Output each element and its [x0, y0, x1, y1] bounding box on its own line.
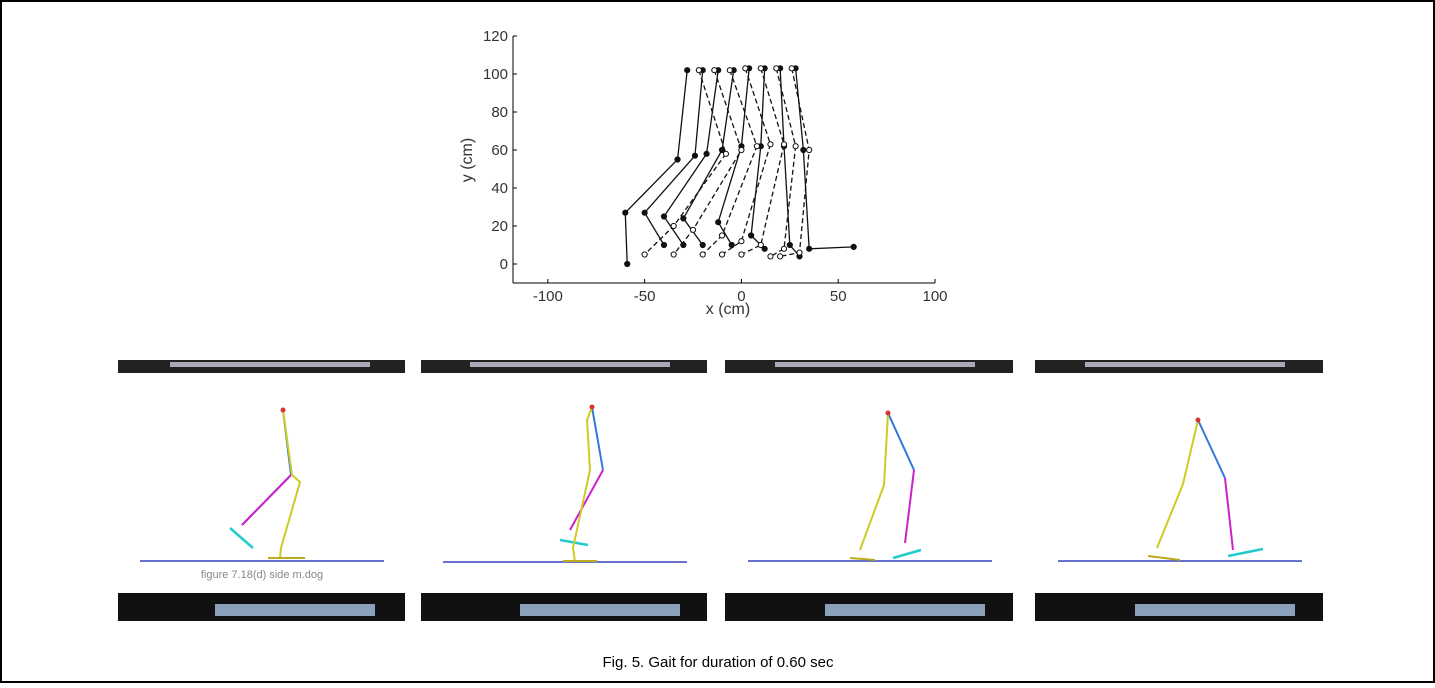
leg-line [741, 68, 785, 256]
x-tick-label: 50 [830, 288, 847, 305]
joint-marker [761, 245, 768, 252]
leg-line [673, 69, 743, 255]
joint-marker [788, 65, 795, 72]
joint-marker [780, 245, 788, 252]
x-tick-label: -100 [533, 288, 563, 305]
panel [725, 360, 1013, 621]
leg-line [702, 69, 758, 255]
leg-line [779, 68, 800, 257]
joint-marker [689, 226, 697, 233]
joint-marker [748, 232, 755, 239]
joint-marker [670, 251, 677, 258]
y-tick-label: 100 [483, 66, 508, 83]
joint-marker [699, 251, 706, 258]
joint-marker [695, 67, 702, 74]
joint-marker [806, 245, 813, 252]
joint-marker [684, 67, 691, 74]
panel [1035, 360, 1323, 621]
panels [118, 360, 1323, 621]
joint-marker [738, 146, 745, 154]
joint-marker [792, 143, 799, 150]
leg-line [721, 68, 772, 256]
joint-marker [674, 156, 681, 163]
leg-line [780, 68, 810, 258]
joint-marker [757, 65, 764, 72]
x-axis-label: x (cm) [706, 301, 750, 318]
panel-caption: figure 7.18(d) side m.dog [201, 569, 323, 581]
joint-marker [726, 67, 733, 74]
y-axis-label: y (cm) [459, 138, 476, 182]
x-tick-label: 0 [737, 288, 745, 305]
joint-marker [641, 209, 648, 216]
leg-line [717, 68, 750, 246]
y-tick-label: 120 [483, 28, 508, 45]
joint-marker [660, 213, 668, 220]
joint-marker [777, 253, 784, 260]
joint-marker [641, 251, 648, 258]
joint-marker [699, 241, 706, 249]
y-tick-label: 80 [491, 104, 508, 121]
joint-marker [680, 215, 687, 222]
joint-marker [711, 67, 718, 74]
joint-marker [660, 241, 668, 249]
joint-marker [786, 241, 793, 249]
y-tick-label: 20 [491, 218, 508, 235]
y-tick-label: 0 [500, 256, 508, 273]
joint-marker [670, 222, 677, 230]
x-tick-label: 100 [922, 288, 947, 305]
joint-marker [622, 209, 629, 216]
leg-line [794, 68, 854, 250]
joint-marker [728, 241, 735, 249]
joint-marker [742, 65, 749, 72]
x-tick-label: -50 [634, 288, 656, 305]
joint-marker [722, 150, 730, 157]
joint-marker [624, 260, 631, 268]
joint-marker [718, 232, 726, 239]
leg-line [770, 68, 797, 257]
joint-marker [767, 253, 774, 260]
joint-marker [703, 150, 710, 157]
joint-marker [718, 251, 726, 258]
leg-line [644, 69, 727, 255]
joint-marker [800, 146, 807, 154]
leg-line [624, 70, 688, 265]
y-tick-label: 40 [491, 180, 508, 197]
joint-marker [806, 146, 813, 154]
joint-marker [753, 143, 761, 150]
joint-marker [773, 65, 780, 72]
joint-marker [780, 141, 788, 148]
joint-marker [796, 249, 803, 256]
joint-marker [850, 243, 857, 250]
joint-marker [738, 251, 745, 258]
panel [421, 360, 707, 621]
joint-marker [757, 241, 764, 249]
figure-caption: Fig. 5. Gait for duration of 0.60 sec [603, 654, 834, 671]
panel [118, 360, 405, 621]
leg-line [643, 70, 704, 246]
joint-marker [767, 141, 774, 148]
joint-marker [715, 219, 722, 226]
y-tick-label: 60 [491, 142, 508, 159]
joint-marker [691, 152, 699, 159]
joint-marker [738, 238, 745, 245]
